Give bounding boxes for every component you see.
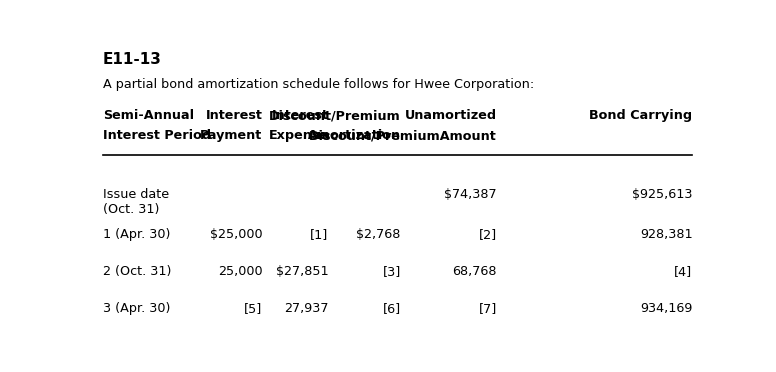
Text: Amortization: Amortization — [307, 129, 400, 142]
Text: $27,851: $27,851 — [276, 265, 328, 278]
Text: [1]: [1] — [310, 228, 328, 241]
Text: Bond Carrying: Bond Carrying — [589, 109, 692, 122]
Text: Discount/PremiumAmount: Discount/PremiumAmount — [309, 129, 497, 142]
Text: 2 (Oct. 31): 2 (Oct. 31) — [103, 265, 171, 278]
Text: [5]: [5] — [244, 302, 262, 315]
Text: Interest Period: Interest Period — [103, 129, 211, 142]
Text: [6]: [6] — [383, 302, 400, 315]
Text: [4]: [4] — [674, 265, 692, 278]
Text: Unamortized: Unamortized — [405, 109, 497, 122]
Text: Interest: Interest — [272, 109, 328, 122]
Text: Semi-Annual: Semi-Annual — [103, 109, 194, 122]
Text: $74,387: $74,387 — [445, 188, 497, 201]
Text: $925,613: $925,613 — [632, 188, 692, 201]
Text: E11-13: E11-13 — [103, 52, 162, 67]
Text: 1 (Apr. 30): 1 (Apr. 30) — [103, 228, 171, 241]
Text: [3]: [3] — [383, 265, 400, 278]
Text: $25,000: $25,000 — [210, 228, 262, 241]
Text: 928,381: 928,381 — [639, 228, 692, 241]
Text: 25,000: 25,000 — [218, 265, 262, 278]
Text: [2]: [2] — [479, 228, 497, 241]
Text: Discount/Premium: Discount/Premium — [269, 109, 400, 122]
Text: 934,169: 934,169 — [640, 302, 692, 315]
Text: Payment: Payment — [200, 129, 262, 142]
Text: Issue date
(Oct. 31): Issue date (Oct. 31) — [103, 188, 169, 216]
Text: [7]: [7] — [479, 302, 497, 315]
Text: $2,768: $2,768 — [356, 228, 400, 241]
Text: Expense: Expense — [268, 129, 328, 142]
Text: 68,768: 68,768 — [452, 265, 497, 278]
Text: 27,937: 27,937 — [284, 302, 328, 315]
Text: A partial bond amortization schedule follows for Hwee Corporation:: A partial bond amortization schedule fol… — [103, 78, 534, 90]
Text: 3 (Apr. 30): 3 (Apr. 30) — [103, 302, 171, 315]
Text: Interest: Interest — [206, 109, 262, 122]
